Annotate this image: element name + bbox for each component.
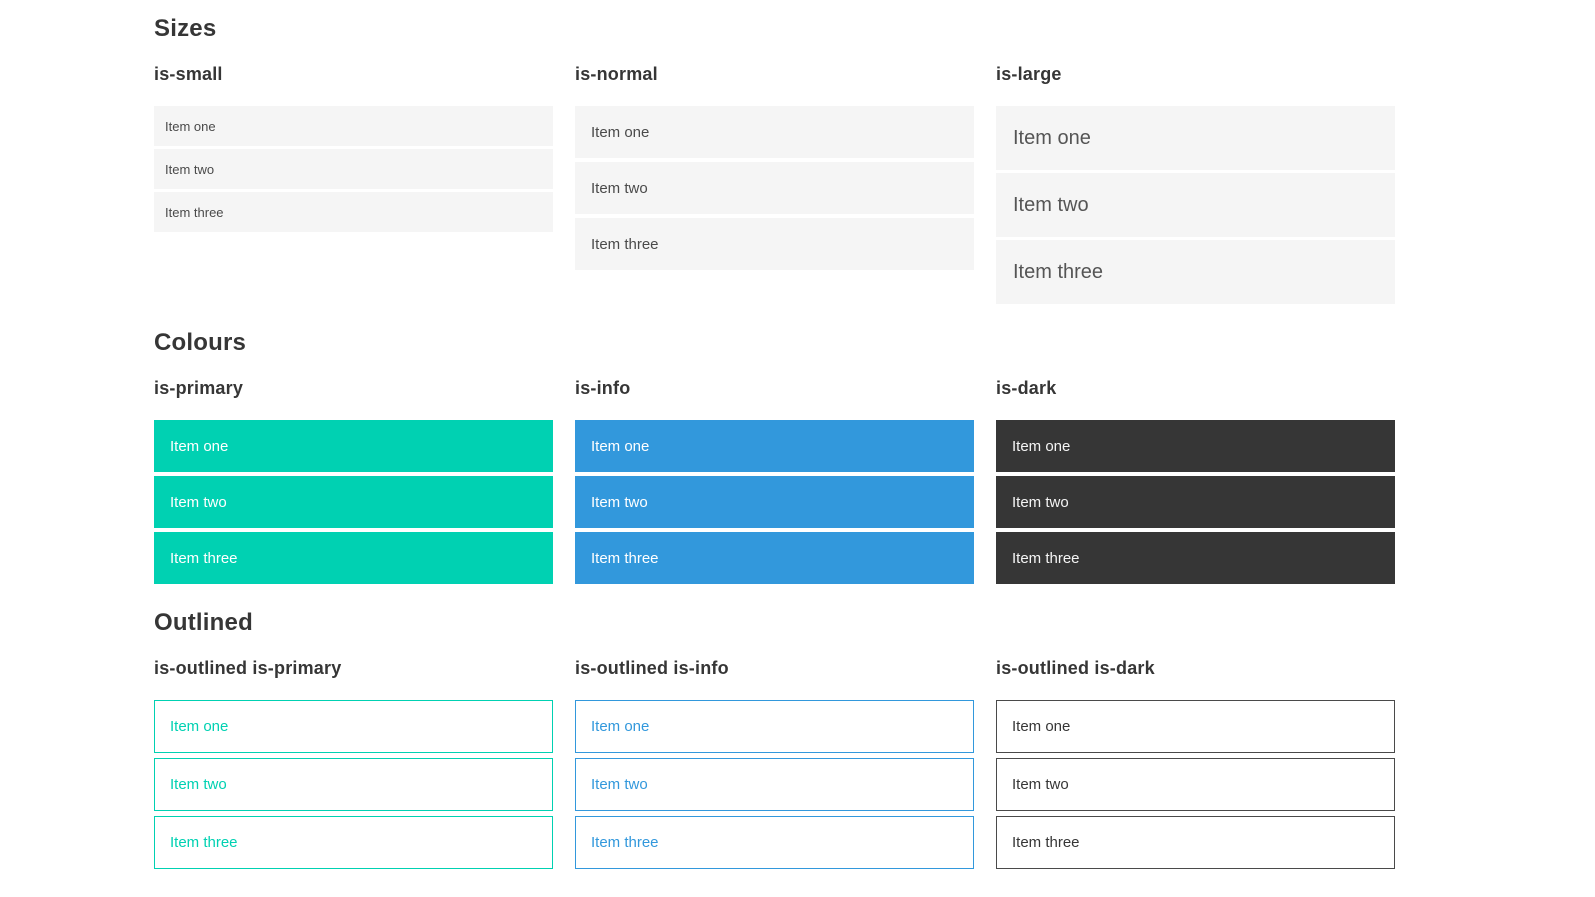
list-item[interactable]: Item one — [154, 420, 553, 472]
list-outlined-primary: Item one Item two Item three — [154, 700, 553, 869]
outlined-columns: is-outlined is-primary Item one Item two… — [154, 657, 1395, 869]
section-title-colours: Colours — [154, 329, 247, 356]
content-container: Sizes is-small Item one Item two Item th… — [154, 0, 1395, 869]
group-label-outlined-dark: is-outlined is-dark — [996, 658, 1155, 678]
list-item[interactable]: Item one — [996, 106, 1395, 170]
group-is-dark: is-dark Item one Item two Item three — [996, 377, 1395, 584]
list-item[interactable]: Item two — [575, 476, 974, 528]
list-item[interactable]: Item two — [996, 173, 1395, 237]
group-label-is-normal: is-normal — [575, 64, 658, 84]
list-item[interactable]: Item three — [154, 192, 553, 232]
list-is-normal: Item one Item two Item three — [575, 106, 974, 270]
list-item[interactable]: Item one — [575, 106, 974, 158]
group-outlined-primary: is-outlined is-primary Item one Item two… — [154, 657, 553, 869]
list-is-small: Item one Item two Item three — [154, 106, 553, 232]
list-item[interactable]: Item three — [575, 218, 974, 270]
group-is-normal: is-normal Item one Item two Item three — [575, 63, 974, 270]
list-item[interactable]: Item three — [996, 240, 1395, 304]
list-item[interactable]: Item three — [154, 816, 553, 869]
list-item[interactable]: Item three — [996, 532, 1395, 584]
list-item[interactable]: Item three — [154, 532, 553, 584]
section-outlined: Outlined is-outlined is-primary Item one… — [154, 608, 1395, 869]
section-colours: Colours is-primary Item one Item two Ite… — [154, 328, 1395, 584]
colours-columns: is-primary Item one Item two Item three … — [154, 377, 1395, 584]
sizes-columns: is-small Item one Item two Item three is… — [154, 63, 1395, 304]
section-title-sizes: Sizes — [154, 15, 217, 42]
group-label-is-large: is-large — [996, 64, 1062, 84]
list-outlined-info: Item one Item two Item three — [575, 700, 974, 869]
section-title-outlined: Outlined — [154, 609, 253, 636]
list-item[interactable]: Item one — [996, 420, 1395, 472]
list-item[interactable]: Item two — [575, 758, 974, 811]
group-is-large: is-large Item one Item two Item three — [996, 63, 1395, 304]
list-item[interactable]: Item two — [575, 162, 974, 214]
list-item[interactable]: Item two — [154, 476, 553, 528]
group-label-is-info: is-info — [575, 378, 631, 398]
group-outlined-dark: is-outlined is-dark Item one Item two It… — [996, 657, 1395, 869]
list-item[interactable]: Item one — [996, 700, 1395, 753]
list-outlined-dark: Item one Item two Item three — [996, 700, 1395, 869]
list-item[interactable]: Item one — [154, 700, 553, 753]
group-label-is-dark: is-dark — [996, 378, 1057, 398]
list-item[interactable]: Item two — [996, 476, 1395, 528]
group-outlined-info: is-outlined is-info Item one Item two It… — [575, 657, 974, 869]
list-is-large: Item one Item two Item three — [996, 106, 1395, 304]
list-is-primary: Item one Item two Item three — [154, 420, 553, 584]
list-item[interactable]: Item one — [154, 106, 553, 146]
list-item[interactable]: Item three — [996, 816, 1395, 869]
list-item[interactable]: Item two — [154, 149, 553, 189]
list-item[interactable]: Item one — [575, 420, 974, 472]
group-label-outlined-primary: is-outlined is-primary — [154, 658, 342, 678]
list-item[interactable]: Item one — [575, 700, 974, 753]
group-label-outlined-info: is-outlined is-info — [575, 658, 729, 678]
list-is-dark: Item one Item two Item three — [996, 420, 1395, 584]
group-is-small: is-small Item one Item two Item three — [154, 63, 553, 232]
list-item[interactable]: Item two — [996, 758, 1395, 811]
section-sizes: Sizes is-small Item one Item two Item th… — [154, 14, 1395, 304]
list-item[interactable]: Item three — [575, 532, 974, 584]
list-item[interactable]: Item two — [154, 758, 553, 811]
list-is-info: Item one Item two Item three — [575, 420, 974, 584]
group-is-primary: is-primary Item one Item two Item three — [154, 377, 553, 584]
group-label-is-primary: is-primary — [154, 378, 244, 398]
group-is-info: is-info Item one Item two Item three — [575, 377, 974, 584]
group-label-is-small: is-small — [154, 64, 223, 84]
list-item[interactable]: Item three — [575, 816, 974, 869]
